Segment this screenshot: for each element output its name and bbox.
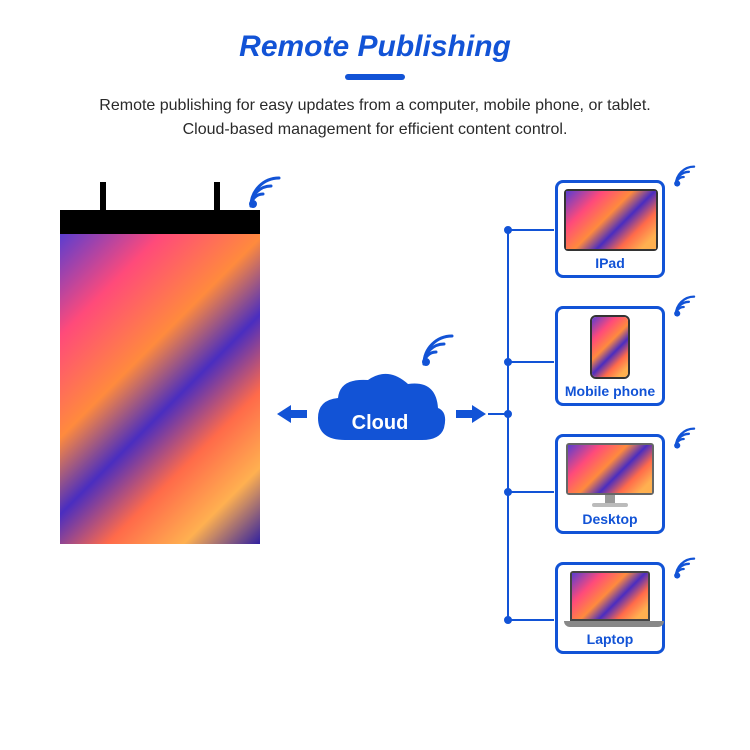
subtitle-line1: Remote publishing for easy updates from …: [99, 97, 650, 114]
led-display: [60, 210, 260, 544]
device-card-ipad: IPad: [555, 180, 665, 278]
wifi-icon: [672, 556, 698, 582]
device-card-desktop: Desktop: [555, 434, 665, 534]
device-label: Mobile phone: [564, 383, 656, 401]
cloud-label: Cloud: [310, 412, 450, 435]
wifi-icon: [245, 174, 285, 214]
device-card-phone: Mobile phone: [555, 306, 665, 406]
ipad-frame: [564, 189, 658, 251]
device-card-laptop: Laptop: [555, 562, 665, 654]
device-label: Desktop: [564, 511, 656, 529]
arrow-right-icon: [456, 405, 486, 423]
device-column: IPad Mobile phone Desktop Laptop: [555, 180, 685, 682]
display-screen: [60, 234, 260, 544]
laptop-frame: [570, 571, 650, 621]
subtitle-line2: Cloud-based management for efficient con…: [183, 121, 568, 138]
wifi-icon: [672, 426, 698, 452]
arrow-left-icon: [277, 405, 307, 423]
connector-lines: [488, 180, 558, 700]
device-label: Laptop: [564, 631, 656, 649]
phone-frame: [590, 315, 630, 379]
wifi-icon: [418, 332, 458, 372]
diagram-stage: Cloud IP: [0, 180, 750, 740]
desktop-frame: [566, 443, 654, 495]
wifi-icon: [672, 164, 698, 190]
cloud-node: Cloud: [310, 370, 450, 454]
wifi-icon: [672, 294, 698, 320]
page-title: Remote Publishing: [0, 30, 750, 64]
title-underline: [345, 74, 405, 80]
device-label: IPad: [564, 255, 656, 273]
subtitle: Remote publishing for easy updates from …: [0, 94, 750, 142]
display-hanger: [60, 210, 260, 234]
